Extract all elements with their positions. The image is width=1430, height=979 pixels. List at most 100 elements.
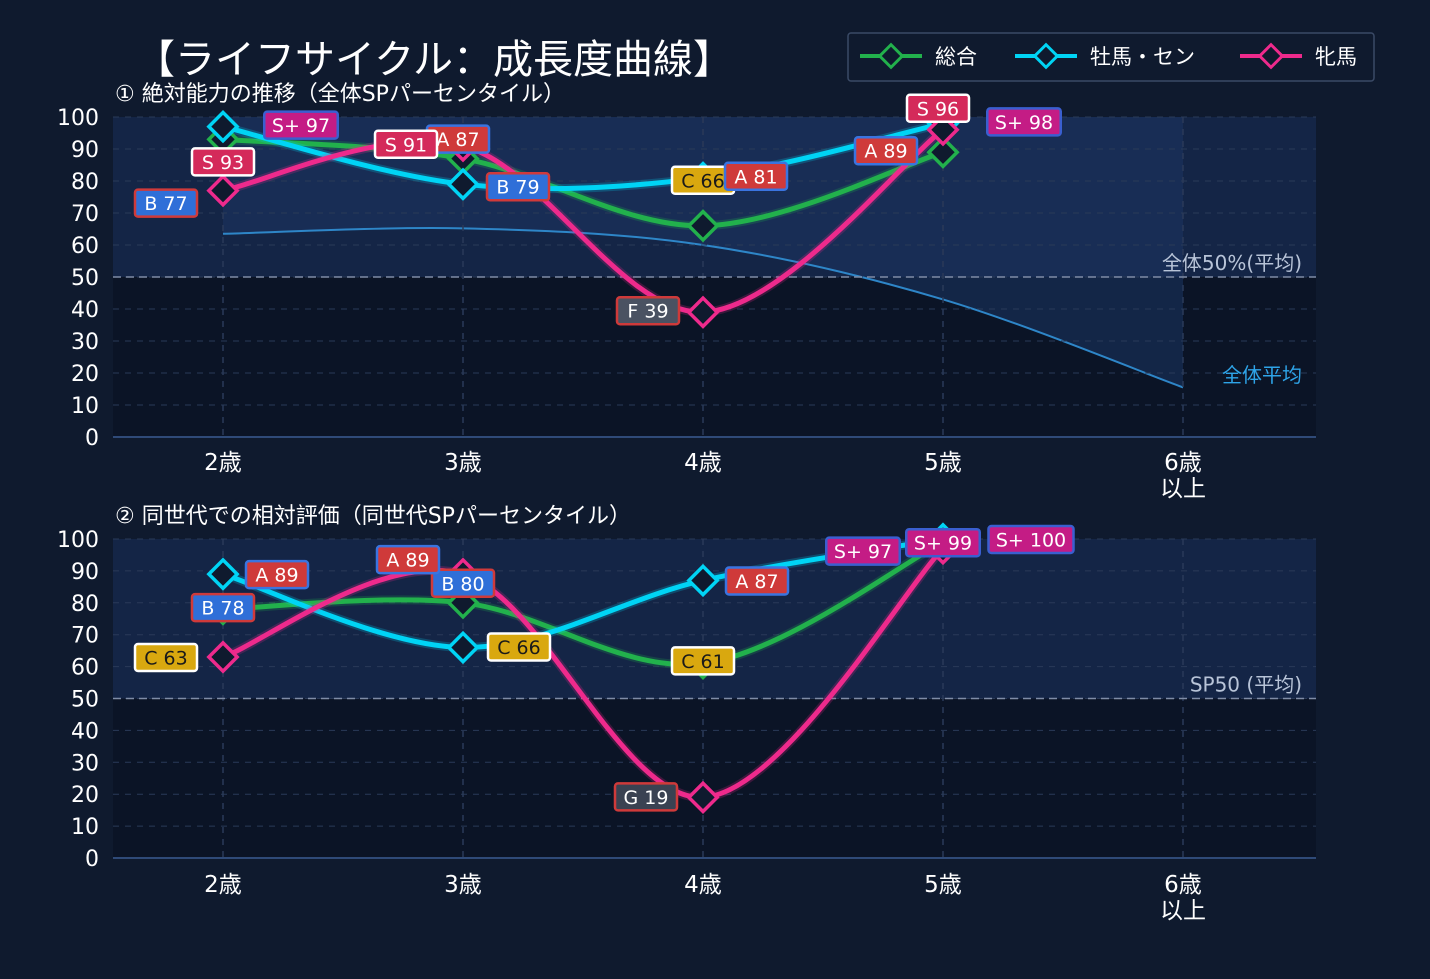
data-label: S 96 (917, 98, 959, 120)
x-tick-label: 5歳 (924, 872, 962, 898)
data-label: A 89 (864, 141, 907, 163)
data-label-badge: B 78 (190, 592, 256, 623)
reference-line-label: 全体50%(平均) (1162, 251, 1302, 275)
data-label: G 19 (624, 787, 669, 809)
data-label-badge: A 89 (244, 559, 310, 590)
data-label-badge: S+ 98 (986, 107, 1062, 137)
panel-title: ① 絶対能力の推移（全体SPパーセンタイル） (115, 82, 565, 107)
badge-box (670, 646, 736, 676)
data-label-badge: A 87 (724, 566, 790, 596)
legend-diamond-marker (877, 42, 905, 70)
badge-box (190, 592, 256, 623)
badge-box (486, 632, 552, 662)
data-label-badge: S+ 100 (987, 524, 1075, 555)
data-label: S 91 (385, 134, 427, 156)
series-line-総合 (220, 136, 946, 229)
badge-box (373, 129, 439, 160)
data-label-badge: S+ 97 (825, 536, 901, 566)
data-label: S+ 99 (914, 533, 972, 555)
badge-box (485, 171, 551, 202)
data-label-badge: S 96 (905, 93, 971, 124)
x-tick-label: 4歳 (684, 872, 722, 898)
data-label-badge: S+ 97 (263, 110, 339, 140)
y-tick-label: 40 (71, 719, 99, 744)
data-point-marker (686, 563, 720, 598)
badge-box (613, 782, 679, 812)
badge-box (263, 110, 339, 140)
data-label: C 66 (681, 170, 724, 192)
x-tick-label: 6歳 (1164, 872, 1202, 898)
data-point-marker (206, 173, 240, 208)
data-label-badge: A 87 (425, 124, 491, 154)
x-tick-label: 3歳 (444, 450, 482, 476)
data-label-badge: A 81 (723, 161, 789, 192)
series-line-牝馬 (220, 546, 946, 800)
x-tick-label: 2歳 (204, 872, 242, 898)
badge-box (724, 566, 790, 596)
data-label: A 87 (735, 571, 778, 593)
y-tick-label: 20 (71, 783, 99, 808)
data-label: F 39 (627, 301, 668, 323)
data-label: C 61 (681, 651, 724, 673)
data-label-badge: C 66 (486, 632, 552, 662)
y-tick-label: 30 (71, 330, 99, 355)
data-point-marker (206, 640, 240, 674)
data-label-badge: S 93 (190, 147, 256, 177)
y-tick-label: 70 (71, 202, 99, 227)
badge-box (375, 544, 441, 575)
data-label: S+ 98 (995, 112, 1053, 134)
badge-box (615, 295, 681, 326)
y-tick-label: 60 (71, 234, 99, 259)
badge-box (133, 188, 199, 218)
y-tick-label: 0 (85, 426, 99, 451)
data-point-marker (446, 630, 480, 665)
data-label-badge: B 80 (430, 568, 496, 599)
legend-label: 総合 (935, 45, 977, 69)
panel-title: ② 同世代での相対評価（同世代SPパーセンタイル） (115, 504, 631, 529)
y-tick-label: 70 (71, 624, 99, 649)
badge-box (133, 642, 199, 673)
relative-evaluation-chart: 0 10 20 30 40 50 60 70 80 90 100 SP50 (平均) ② 同世代での相対… (57, 504, 1316, 924)
y-tick-label: 50 (71, 688, 99, 713)
data-point-marker (686, 295, 720, 329)
badge-box (853, 135, 919, 166)
y-tick-label: 80 (71, 170, 99, 195)
data-label: B 80 (441, 573, 484, 595)
data-label-badge: C 61 (670, 646, 736, 676)
badge-box (905, 527, 981, 558)
data-point-marker (206, 109, 240, 144)
data-label: S 93 (202, 152, 244, 174)
badge-box (987, 524, 1075, 555)
x-tick-label: 2歳 (204, 450, 242, 476)
data-label-badge: B 79 (485, 171, 551, 202)
legend-label: 牝馬 (1315, 45, 1357, 69)
data-point-marker (686, 209, 720, 243)
labels-layer: B 78 B 80 C 61 S+ 99 A 89 C 66 A 87 S+ 100 C 63 A… (133, 524, 1075, 812)
y-tick-label: 60 (71, 656, 99, 681)
legend-entry: 牡馬・セン (1015, 42, 1195, 70)
x-tick-label: 3歳 (444, 872, 482, 898)
badge-box (244, 559, 310, 590)
badge-box (905, 93, 971, 124)
data-label: A 89 (255, 565, 298, 587)
data-label: S+ 97 (272, 115, 330, 137)
y-tick-label: 0 (85, 847, 99, 872)
data-point-marker (206, 557, 240, 591)
data-label-badge: C 63 (133, 642, 199, 673)
data-point-marker (446, 167, 480, 201)
data-label-badge: A 89 (375, 544, 441, 575)
legend-diamond-marker (1257, 42, 1285, 70)
absolute-ability-chart: 0 10 20 30 40 50 60 70 80 90 100 全体50%(平均) 全体平均 ① 絶対能… (57, 82, 1316, 502)
y-tick-label: 100 (57, 106, 99, 131)
y-tick-label: 90 (71, 138, 99, 163)
x-tick-label: 6歳 (1164, 450, 1202, 476)
average-curve-label: 全体平均 (1222, 363, 1302, 387)
x-tick-label: 以上 (1160, 476, 1206, 502)
labels-layer: S 93 A 87 C 66 A 89 S+ 97 B 79 A 81 S+ 98 B 77 S … (133, 93, 1062, 326)
y-tick-label: 30 (71, 751, 99, 776)
figure-title: 【ライフサイクル：成長度曲線】 (135, 37, 733, 83)
data-label-badge: B 77 (133, 188, 199, 218)
x-tick-label: 4歳 (684, 450, 722, 476)
x-tick-label: 5歳 (924, 450, 962, 476)
series-line-牝馬 (220, 127, 946, 315)
